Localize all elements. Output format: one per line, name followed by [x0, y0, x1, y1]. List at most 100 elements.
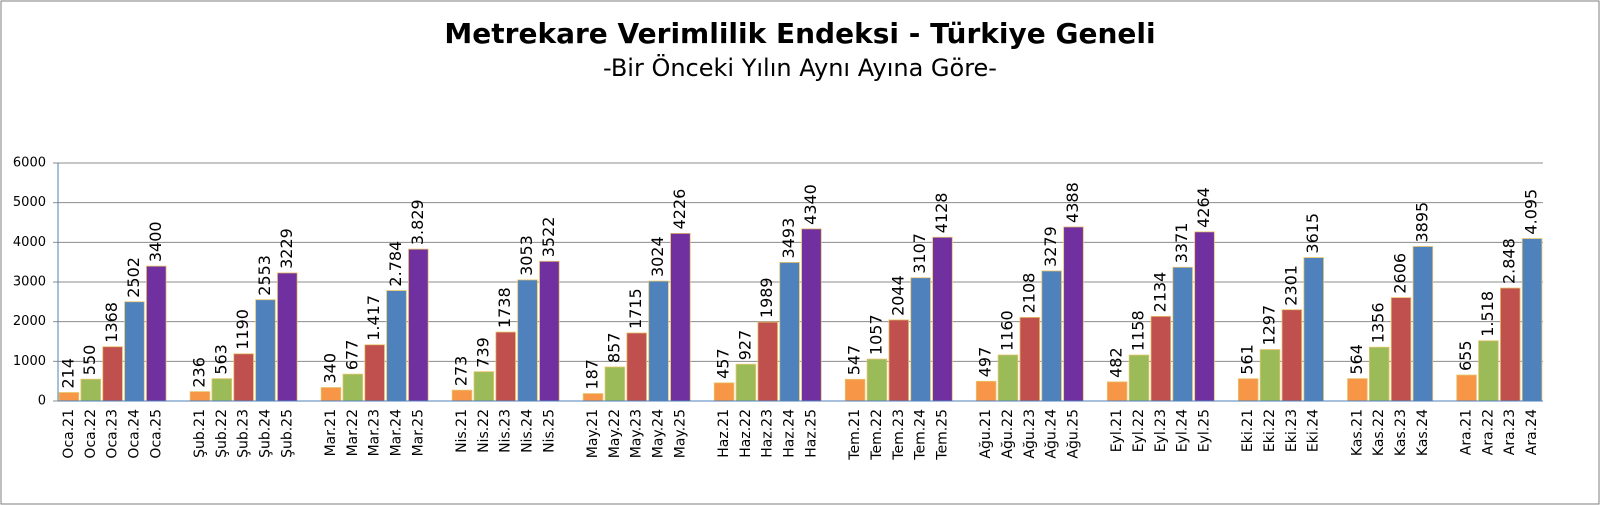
x-tick-label: Ağu.25: [1065, 409, 1081, 459]
x-tick-label: Eyl.25: [1197, 409, 1213, 452]
bar: [779, 262, 800, 402]
bar: [1500, 287, 1521, 402]
x-tick-label: Nis.24: [520, 409, 536, 453]
x-tick-label: Tem.24: [913, 409, 929, 461]
value-label: 1989: [757, 277, 776, 318]
x-tick-label: Oca.23: [105, 409, 121, 459]
bar: [1041, 270, 1062, 402]
bar: [1521, 238, 1543, 402]
bar: [233, 353, 254, 402]
x-tick-label: Mar.22: [345, 409, 361, 456]
value-label: 857: [604, 332, 623, 363]
bar: [80, 378, 101, 402]
value-label: 3.829: [408, 199, 427, 245]
y-tick-label: 0: [38, 394, 46, 409]
bar: [255, 299, 276, 402]
x-tick-label: Mar.24: [388, 409, 404, 456]
value-label: 1368: [102, 302, 121, 343]
x-tick-label: May.22: [607, 409, 623, 458]
x-tick-label: Mar.23: [367, 409, 383, 456]
x-tick-label: Nis.23: [498, 409, 514, 453]
x-tick-label: May.25: [672, 409, 688, 458]
bar: [713, 382, 735, 402]
value-label: 4128: [932, 193, 951, 234]
x-tick-label: Tem.25: [934, 409, 950, 461]
x-tick-label: Ağu.24: [1044, 409, 1060, 459]
bar: [1019, 316, 1041, 402]
bar: [495, 331, 516, 402]
bar: [975, 380, 997, 402]
x-tick-label: Tem.22: [869, 409, 885, 461]
value-label: 497: [976, 347, 995, 378]
value-label: 4388: [1063, 182, 1082, 223]
value-label: 2108: [1019, 273, 1038, 314]
x-tick-label: Ağu.21: [978, 409, 994, 459]
value-label: 3053: [517, 235, 536, 276]
x-tick-label: Ara.24: [1524, 409, 1540, 455]
x-tick-label: Kas.24: [1415, 409, 1431, 456]
x-tick-label: Eyl.21: [1109, 409, 1125, 452]
bar: [1303, 257, 1324, 402]
bar: [473, 371, 495, 402]
x-tick-label: Şub.24: [257, 409, 273, 458]
bar: [386, 290, 407, 402]
bar: [539, 260, 560, 402]
bar: [844, 378, 866, 402]
x-tick-label: Ağu.23: [1022, 409, 1038, 459]
value-label: 4226: [670, 189, 689, 230]
chart-title: Metrekare Verimlilik Endeksi - Türkiye G…: [444, 17, 1155, 50]
value-label: 564: [1347, 344, 1366, 375]
x-tick-label: Nis.25: [541, 409, 557, 453]
x-tick-label: Nis.22: [476, 409, 492, 453]
bar: [364, 344, 385, 402]
x-tick-label: Kas.22: [1371, 409, 1387, 456]
value-label: 2134: [1150, 272, 1169, 313]
value-label: 3371: [1172, 223, 1191, 264]
value-label: 3895: [1412, 202, 1431, 243]
x-tick-label: Eyl.23: [1153, 409, 1169, 452]
x-tick-label: Kas.23: [1393, 409, 1409, 456]
value-label: 1160: [997, 310, 1016, 351]
bar: [146, 265, 167, 402]
value-label: 1738: [495, 287, 514, 328]
x-tick-label: Şub.23: [236, 409, 252, 458]
bar: [670, 232, 691, 402]
value-label: 3522: [539, 217, 558, 258]
bar: [626, 332, 647, 402]
value-label: 4340: [801, 184, 820, 225]
bar: [1150, 315, 1172, 402]
x-tick-label: Eki.22: [1262, 409, 1278, 452]
value-label: 3024: [648, 236, 667, 277]
bar: [124, 301, 145, 402]
value-label: 4.095: [1522, 189, 1541, 235]
bar: [801, 228, 822, 402]
x-tick-label: Oca.24: [126, 409, 142, 459]
x-tick-label: Mar.25: [410, 409, 426, 456]
bar: [648, 280, 669, 402]
x-tick-label: Haz.21: [716, 409, 732, 458]
value-label: 677: [342, 340, 361, 371]
value-label: 563: [211, 344, 230, 375]
y-tick-label: 5000: [13, 195, 46, 210]
bar: [517, 279, 538, 402]
value-label: 1158: [1128, 310, 1147, 351]
x-tick-label: Oca.22: [83, 409, 99, 459]
bar: [408, 248, 429, 402]
x-tick-label: Eki.24: [1306, 409, 1322, 452]
x-tick-label: Haz.25: [803, 409, 819, 458]
y-tick-label: 1000: [13, 354, 46, 369]
bar: [910, 277, 931, 402]
bar: [1412, 246, 1434, 402]
bar: [1063, 226, 1084, 402]
bar: [1478, 340, 1499, 402]
y-tick-label: 3000: [13, 275, 46, 290]
x-tick-label: May.24: [651, 409, 667, 458]
bar: [757, 321, 778, 402]
value-label: 3400: [146, 221, 165, 262]
bar: [1390, 297, 1412, 402]
value-label: 3107: [910, 233, 929, 274]
bar: [1128, 354, 1150, 402]
bar: [1281, 309, 1303, 402]
value-label: 927: [735, 330, 754, 361]
bar: [1368, 346, 1390, 402]
